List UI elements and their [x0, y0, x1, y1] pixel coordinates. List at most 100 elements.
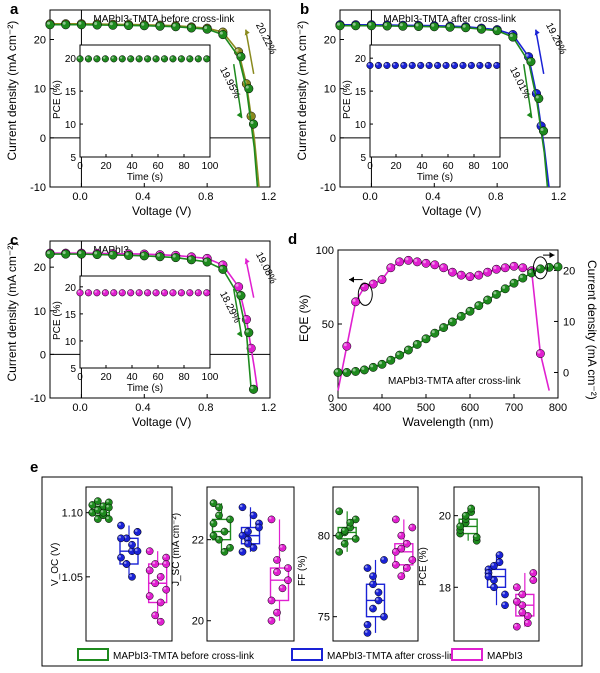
point-body [122, 560, 131, 568]
point-body [45, 20, 55, 30]
point-body [236, 52, 246, 62]
point-highlight [279, 545, 283, 548]
point-highlight [94, 290, 97, 293]
point-highlight [118, 535, 121, 539]
y-axis-label-right: Current density (mA cm⁻²) [585, 260, 599, 400]
jsc-axis-marker [532, 256, 548, 280]
legend-label: MAPbI3 [487, 651, 523, 662]
point-highlight [237, 53, 241, 57]
jsc-point [465, 306, 475, 316]
point-highlight [342, 541, 345, 544]
point-highlight [163, 587, 167, 590]
point-highlight [468, 505, 472, 509]
point-highlight [458, 272, 462, 276]
point-highlight [219, 261, 223, 265]
point-highlight [106, 516, 109, 520]
point-highlight [141, 252, 145, 256]
box-point [467, 504, 476, 513]
point-body [538, 126, 549, 136]
y-tick-label: 0 [330, 133, 336, 145]
box-point [408, 523, 417, 532]
point-body [209, 519, 218, 528]
legend-label: MAPbI3-TMTA before cross-link [113, 651, 255, 662]
point-body [501, 590, 509, 599]
point-body [491, 264, 501, 274]
point-highlight [95, 498, 98, 502]
point-body [439, 323, 449, 333]
point-highlight [156, 253, 160, 257]
point-body [366, 61, 374, 69]
point-highlight [475, 302, 479, 306]
y-axis-label-left: EQE (%) [297, 295, 311, 342]
jsc-point [535, 264, 545, 274]
point-highlight [95, 507, 98, 511]
box-point [267, 515, 276, 524]
eqe-point [377, 275, 387, 285]
box-point [335, 547, 344, 556]
point-highlight [435, 63, 438, 66]
point-highlight [163, 561, 167, 564]
inset-point [127, 55, 135, 63]
point-body [500, 284, 510, 294]
forward-arrow [244, 29, 255, 75]
inset-x-tick-label: 40 [416, 161, 428, 172]
inset-point [144, 289, 152, 297]
point-highlight [352, 298, 356, 302]
point-highlight [387, 357, 391, 361]
jv-point [248, 384, 259, 394]
jv-point [398, 21, 408, 31]
point-body [450, 61, 459, 69]
eqe-point [342, 341, 352, 351]
point-body [397, 572, 406, 581]
point-highlight [353, 516, 356, 520]
point-body [395, 350, 405, 360]
point-highlight [379, 276, 382, 280]
point-highlight [514, 599, 517, 602]
jsc-point [430, 328, 440, 338]
point-highlight [250, 545, 254, 548]
jv-point [248, 119, 259, 129]
panel-d-label: MAPbI3-TMTA after cross-link [388, 376, 522, 387]
point-highlight [46, 21, 50, 25]
point-highlight [158, 619, 161, 622]
point-body [133, 547, 142, 556]
point-body [461, 511, 470, 520]
box-point [128, 572, 136, 581]
forward-arrow [244, 258, 255, 298]
inset-point [467, 61, 475, 69]
box-point [117, 553, 125, 562]
jv-point [108, 20, 118, 30]
point-highlight [106, 499, 109, 503]
point-body [186, 255, 196, 265]
box-point [512, 583, 521, 592]
point-highlight [537, 265, 541, 269]
y-tick-label: 0 [40, 349, 46, 361]
box-point [249, 543, 258, 552]
point-body [351, 367, 361, 376]
point-highlight [502, 264, 506, 268]
box-plot-frame [206, 486, 295, 642]
inset-point [194, 289, 202, 297]
point-body [244, 84, 254, 94]
box-point [122, 560, 131, 568]
jv-plot-frame [49, 9, 271, 188]
point-highlight [342, 528, 345, 531]
point-body [445, 22, 455, 32]
point-highlight [221, 549, 225, 552]
jv-point [476, 24, 486, 34]
point-highlight [511, 280, 514, 284]
point-body [483, 295, 493, 305]
eqe-point [395, 257, 405, 267]
inset-y-tick-label: 20 [355, 54, 367, 65]
box-point [374, 588, 383, 597]
point-body [398, 21, 408, 31]
jv-point [61, 249, 71, 259]
point-body [472, 533, 481, 541]
point-highlight [162, 290, 165, 293]
point-body [84, 55, 92, 63]
inset-x-tick-label: 20 [390, 161, 402, 172]
point-highlight [111, 290, 114, 293]
point-body [209, 531, 218, 540]
box-point [402, 564, 411, 572]
